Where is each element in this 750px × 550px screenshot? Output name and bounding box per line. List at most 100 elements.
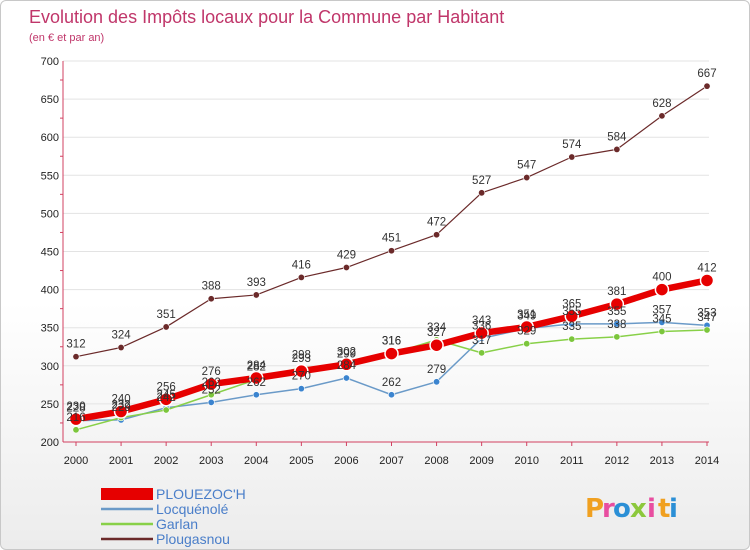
data-label: 388 [202, 281, 221, 293]
data-label: 240 [111, 394, 130, 406]
data-point [433, 378, 441, 386]
data-point [519, 319, 534, 335]
data-label: 279 [427, 364, 446, 376]
proxiti-logo: Pro x i ti [585, 494, 678, 524]
data-label: 336 [472, 320, 491, 332]
y-tick-label: 650 [41, 94, 59, 106]
data-point [613, 333, 621, 341]
data-label: 262 [202, 377, 221, 389]
data-label: 416 [292, 259, 311, 271]
x-tick-label: 2013 [650, 455, 674, 467]
data-point [68, 411, 84, 427]
data-label: 365 [562, 298, 581, 310]
data-label: 351 [517, 309, 536, 321]
data-label: 335 [562, 321, 581, 333]
data-label: 400 [652, 272, 671, 284]
data-point [703, 82, 711, 90]
data-point [564, 309, 580, 324]
chart-subtitle: (en € et par an) [29, 32, 104, 44]
data-label: 574 [562, 139, 582, 151]
data-point [342, 264, 350, 272]
y-tick-label: 250 [41, 399, 59, 411]
legend-label: Plougasnou [156, 531, 230, 547]
data-label: 351 [157, 309, 176, 321]
y-tick-label: 350 [41, 323, 59, 335]
data-point [384, 346, 399, 361]
data-label: 472 [427, 217, 446, 229]
logo-letter: P [585, 494, 604, 524]
data-label: 299 [337, 349, 356, 361]
data-point [249, 370, 264, 386]
data-point [658, 318, 666, 326]
legend-label: Locquénolé [156, 501, 229, 517]
legend-label: Garlan [156, 516, 198, 532]
y-tick-label: 300 [41, 361, 59, 373]
data-point [113, 404, 129, 419]
data-point [478, 349, 486, 357]
data-label: 256 [157, 381, 176, 393]
data-label: 270 [292, 371, 311, 383]
data-label: 317 [472, 335, 491, 347]
x-tick-label: 2011 [560, 455, 584, 467]
data-point [474, 325, 489, 341]
data-label: 228 [66, 403, 85, 415]
data-label: 429 [337, 250, 356, 262]
data-point [117, 344, 125, 352]
data-point [568, 153, 576, 161]
data-label: 327 [427, 327, 446, 339]
data-point [162, 323, 170, 331]
data-label: 276 [202, 366, 221, 378]
data-point [203, 376, 219, 392]
data-point [478, 189, 486, 197]
data-point [297, 273, 305, 281]
data-point [387, 391, 395, 399]
x-tick-label: 2003 [199, 455, 223, 467]
data-point [609, 296, 625, 312]
data-point [568, 335, 576, 343]
x-tick-label: 2007 [379, 455, 403, 467]
data-point [658, 328, 666, 336]
data-point [429, 337, 444, 353]
data-point [252, 291, 260, 299]
logo-letter: t [658, 494, 670, 524]
x-tick-label: 2005 [289, 455, 313, 467]
x-tick-label: 2010 [514, 455, 538, 467]
data-label: 451 [382, 233, 401, 245]
data-label: 316 [382, 336, 401, 348]
x-tick-label: 2012 [605, 455, 629, 467]
x-tick-label: 2000 [64, 455, 88, 467]
data-label: 232 [111, 400, 130, 412]
x-tick-label: 2004 [244, 455, 268, 467]
data-point [613, 145, 621, 153]
x-tick-label: 2006 [334, 455, 358, 467]
data-point [387, 247, 395, 255]
data-point [72, 353, 80, 361]
data-point [207, 391, 215, 399]
data-label: 216 [66, 412, 85, 424]
data-label: 343 [472, 315, 491, 327]
data-point [162, 406, 170, 414]
series-layer [68, 82, 715, 434]
axes: 200 250 300 350 400 450 500 550 600 650 700 2000 200… [41, 56, 720, 467]
data-label: 284 [337, 360, 357, 372]
data-label: 252 [202, 384, 221, 396]
data-label: 245 [157, 390, 176, 402]
x-tick-label: 2009 [469, 455, 493, 467]
y-tick-label: 500 [41, 208, 59, 220]
data-point [342, 374, 350, 382]
data-label: 338 [607, 319, 626, 331]
data-label: 527 [472, 175, 491, 187]
y-tick-label: 550 [41, 170, 59, 182]
data-point [433, 231, 441, 239]
data-label: 345 [652, 314, 671, 326]
data-label: 329 [517, 326, 536, 338]
data-label: 347 [697, 312, 716, 324]
data-point [297, 385, 305, 393]
data-point [207, 398, 215, 406]
y-tick-label: 450 [41, 247, 59, 259]
data-point [207, 295, 215, 303]
data-label: 316 [382, 336, 401, 348]
data-label: 302 [337, 346, 356, 358]
